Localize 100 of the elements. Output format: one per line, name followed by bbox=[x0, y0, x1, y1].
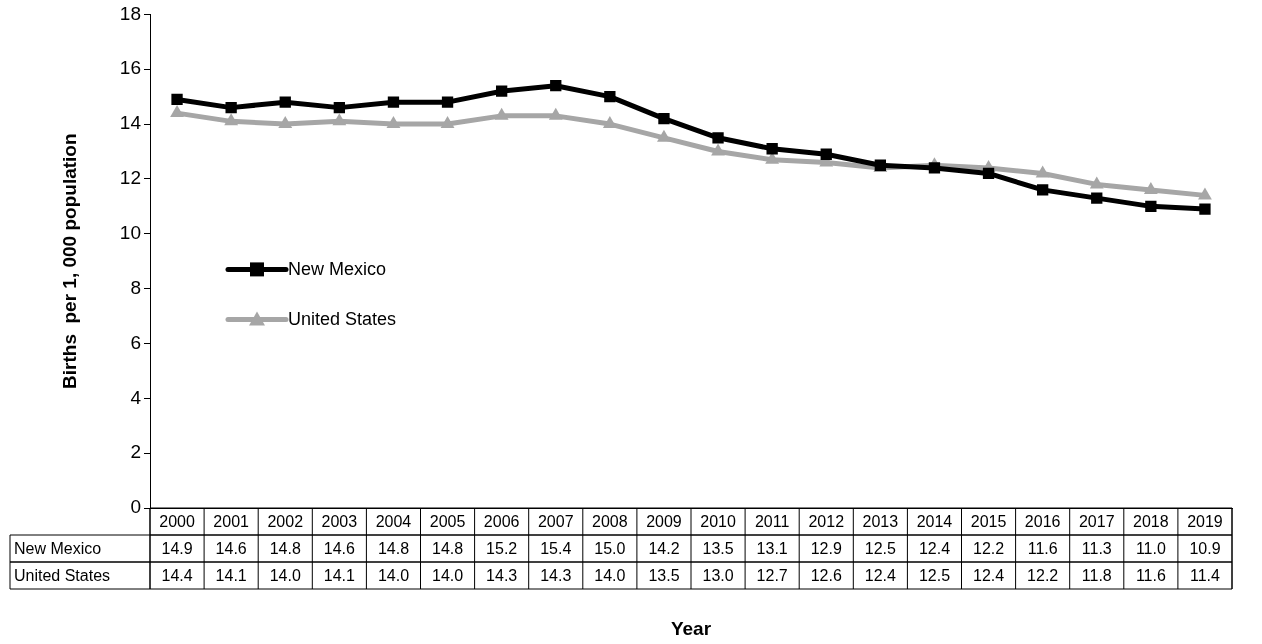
data-label: 14.9 bbox=[161, 539, 193, 557]
data-label: 13.5 bbox=[702, 539, 734, 557]
point bbox=[224, 113, 239, 126]
x-tick-label: 2014 bbox=[916, 512, 953, 530]
point bbox=[766, 143, 778, 155]
point bbox=[1198, 187, 1212, 200]
x-tick-label: 2019 bbox=[1187, 512, 1223, 530]
point bbox=[386, 116, 401, 129]
point bbox=[440, 116, 455, 129]
x-tick-label: 2010 bbox=[700, 512, 736, 530]
y-tick-label: 16 bbox=[119, 57, 141, 79]
data-label: 12.2 bbox=[972, 539, 1005, 557]
x-tick-label: 2002 bbox=[267, 512, 304, 530]
data-label: 14.8 bbox=[377, 539, 410, 557]
data-label: 14.0 bbox=[269, 566, 301, 584]
x-tick-label: 2009 bbox=[646, 512, 682, 530]
point bbox=[278, 116, 293, 129]
data-label: 11.4 bbox=[1189, 566, 1221, 584]
data-label: 14.1 bbox=[215, 566, 247, 584]
x-tick-label: 2000 bbox=[159, 512, 195, 530]
data-label: 14.2 bbox=[648, 539, 680, 557]
data-label: 12.5 bbox=[864, 539, 897, 557]
point bbox=[170, 105, 184, 118]
data-label: 13.1 bbox=[756, 539, 788, 557]
point bbox=[495, 85, 508, 97]
point bbox=[1035, 165, 1050, 178]
data-label: 15.2 bbox=[486, 539, 518, 557]
point bbox=[820, 148, 832, 160]
data-label: 14.1 bbox=[323, 566, 356, 584]
data-label: 11.6 bbox=[1135, 566, 1166, 584]
data-label: 14.3 bbox=[486, 566, 518, 584]
y-tick-label: 2 bbox=[130, 441, 141, 463]
point bbox=[332, 113, 347, 126]
x-tick-label: 2018 bbox=[1133, 512, 1169, 530]
point bbox=[225, 101, 237, 114]
data-label: 11.3 bbox=[1081, 539, 1112, 557]
x-tick-label: 2004 bbox=[375, 512, 412, 530]
point bbox=[982, 167, 995, 180]
text: United States bbox=[14, 566, 111, 584]
data-label: 12.6 bbox=[810, 566, 842, 584]
data-label: 14.6 bbox=[323, 539, 356, 557]
data-label: 12.9 bbox=[810, 539, 842, 557]
data-label: 12.7 bbox=[756, 566, 788, 584]
point bbox=[711, 143, 725, 156]
data-label: 13.5 bbox=[648, 566, 680, 584]
x-tick-label: 2006 bbox=[483, 512, 520, 530]
point bbox=[1143, 181, 1158, 194]
y-tick-label: 6 bbox=[130, 331, 141, 353]
data-label: 10.9 bbox=[1189, 539, 1221, 557]
data-label: 14.4 bbox=[161, 566, 193, 584]
y-tick-label: 18 bbox=[119, 2, 141, 24]
point bbox=[1036, 184, 1049, 196]
data-label: 11.0 bbox=[1135, 539, 1166, 557]
text: New Mexico bbox=[14, 539, 102, 557]
x-tick-label: 2003 bbox=[321, 512, 358, 530]
data-label: 14.0 bbox=[594, 566, 626, 584]
y-tick-label: 14 bbox=[119, 112, 142, 134]
y-axis-title: Births per 1, 000 population bbox=[58, 133, 80, 389]
data-label: 12.4 bbox=[918, 539, 951, 557]
data-label: 11.6 bbox=[1027, 539, 1058, 557]
point bbox=[333, 101, 346, 114]
data-label: 14.8 bbox=[269, 539, 301, 557]
data-label: 15.4 bbox=[540, 539, 572, 557]
data-label: 12.4 bbox=[864, 566, 897, 584]
point bbox=[657, 129, 671, 142]
data-label: 14.3 bbox=[540, 566, 572, 584]
point bbox=[548, 107, 563, 120]
x-tick-label: 2012 bbox=[808, 512, 845, 530]
x-tick-label: 2017 bbox=[1078, 512, 1115, 530]
data-label: 11.8 bbox=[1081, 566, 1112, 584]
point bbox=[1199, 203, 1211, 215]
x-tick-label: 2011 bbox=[754, 512, 790, 530]
legend-label: New Mexico bbox=[288, 259, 387, 280]
data-label: 14.6 bbox=[215, 539, 247, 557]
data-label: 13.0 bbox=[702, 566, 734, 584]
y-tick-label: 10 bbox=[119, 222, 141, 244]
data-label: 12.4 bbox=[972, 566, 1005, 584]
point bbox=[1089, 176, 1104, 189]
point bbox=[658, 112, 670, 125]
point bbox=[602, 116, 617, 129]
data-label: 14.0 bbox=[377, 566, 410, 584]
point bbox=[604, 91, 616, 103]
data-label: 14.8 bbox=[431, 539, 464, 557]
data-label: 12.5 bbox=[918, 566, 951, 584]
x-tick-label: 2016 bbox=[1024, 512, 1061, 530]
x-tick-label: 2008 bbox=[592, 512, 628, 530]
point bbox=[712, 132, 724, 144]
y-tick-label: 4 bbox=[130, 386, 142, 408]
point bbox=[928, 162, 941, 174]
point bbox=[1091, 192, 1103, 204]
y-tick-label: 0 bbox=[130, 496, 141, 518]
data-label: 12.2 bbox=[1027, 566, 1059, 584]
x-tick-label: 2013 bbox=[862, 512, 899, 530]
x-tick-label: 2005 bbox=[429, 512, 466, 530]
x-tick-label: 2001 bbox=[213, 512, 250, 530]
legend-label: United States bbox=[288, 309, 397, 330]
x-tick-label: 2015 bbox=[970, 512, 1007, 530]
x-axis-title: Year bbox=[670, 618, 712, 640]
point bbox=[279, 96, 291, 108]
data-label: 15.0 bbox=[594, 539, 626, 557]
